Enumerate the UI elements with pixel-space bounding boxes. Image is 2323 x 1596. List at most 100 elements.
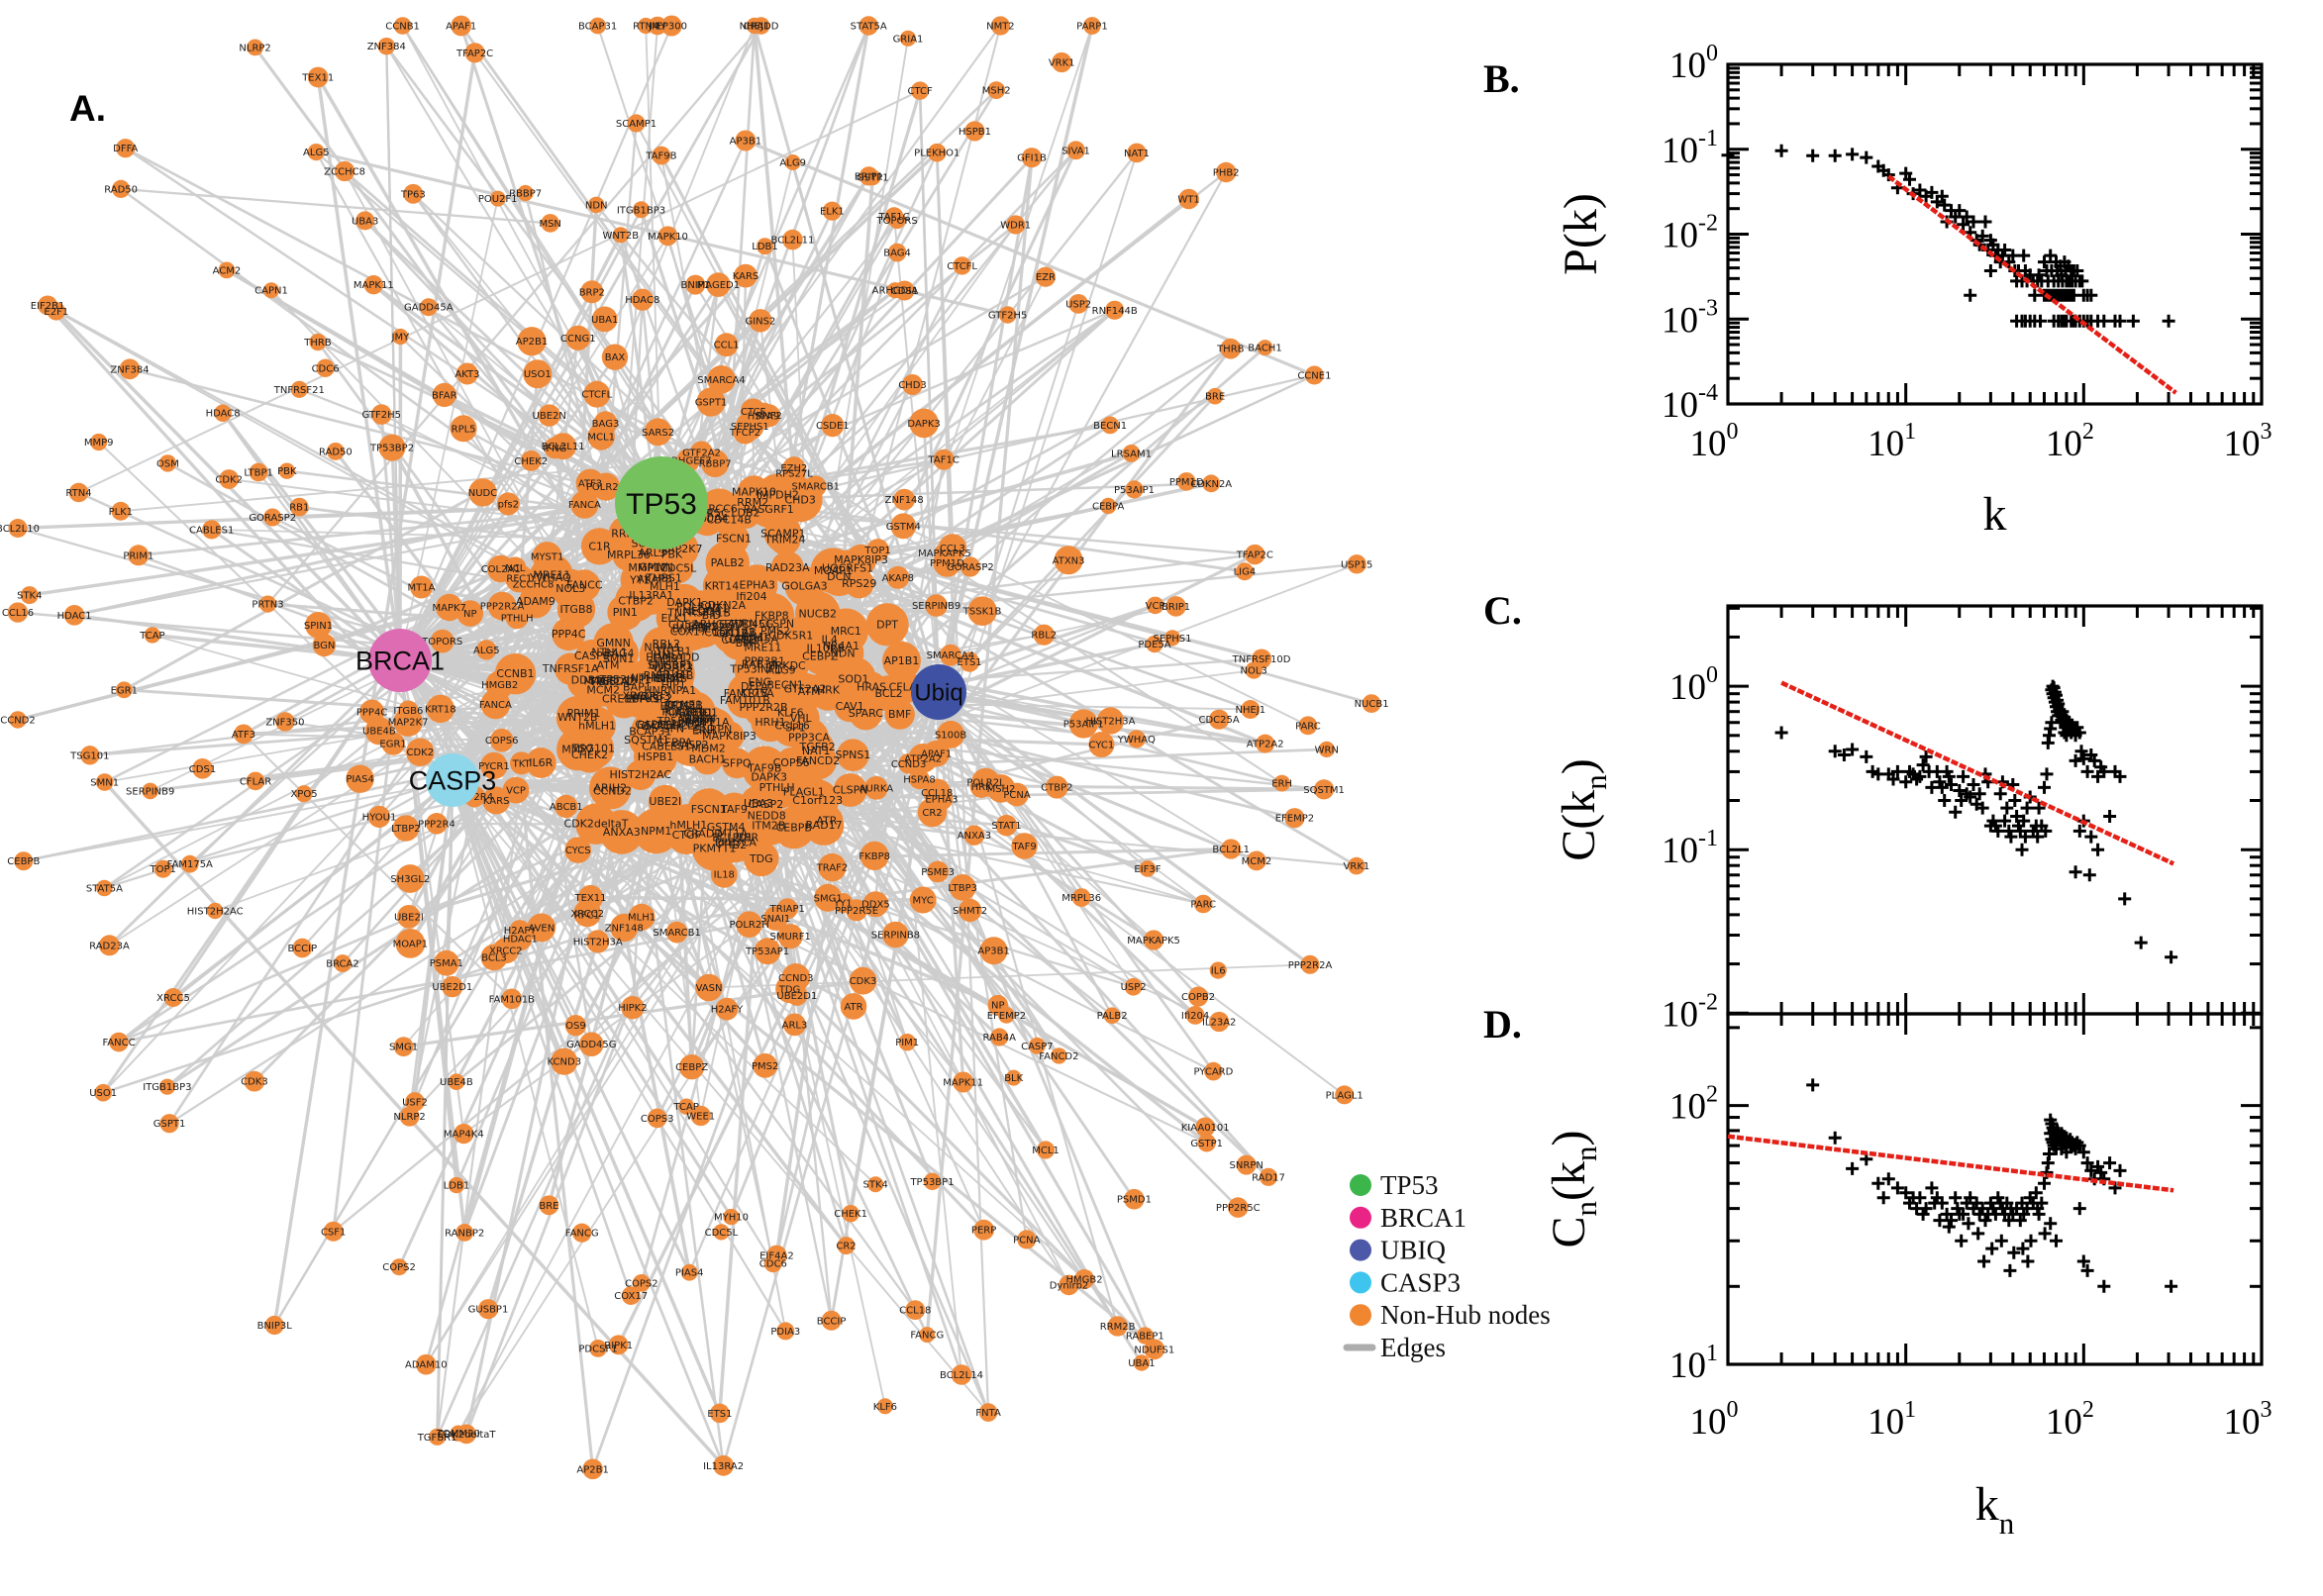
network-node[interactable] — [432, 382, 456, 407]
network-node[interactable] — [158, 1078, 175, 1095]
network-node[interactable] — [1347, 554, 1366, 574]
network-node[interactable] — [612, 227, 629, 244]
network-node[interactable] — [538, 404, 560, 427]
network-node[interactable] — [769, 524, 801, 555]
network-node[interactable] — [527, 913, 556, 943]
network-node[interactable] — [886, 565, 910, 589]
network-node[interactable] — [665, 921, 688, 944]
network-node[interactable] — [960, 556, 981, 577]
network-node[interactable] — [859, 841, 889, 871]
network-node[interactable] — [1036, 1141, 1056, 1159]
network-node[interactable] — [1017, 1230, 1037, 1249]
network-node[interactable] — [153, 859, 172, 878]
network-node[interactable] — [969, 775, 993, 798]
network-node[interactable] — [290, 380, 308, 398]
network-node[interactable] — [442, 975, 463, 998]
network-node[interactable] — [902, 374, 923, 395]
network-node[interactable] — [128, 545, 150, 566]
network-node[interactable] — [627, 114, 646, 133]
network-node[interactable] — [580, 280, 604, 304]
network-node[interactable] — [1165, 596, 1186, 617]
network-node[interactable] — [523, 359, 553, 389]
network-node[interactable] — [307, 144, 325, 161]
network-node[interactable] — [1209, 961, 1227, 979]
network-node[interactable] — [973, 1219, 994, 1241]
network-node[interactable] — [1273, 774, 1290, 792]
network-node[interactable] — [480, 751, 508, 780]
network-node[interactable] — [392, 815, 420, 842]
network-node[interactable] — [777, 924, 803, 949]
network-node[interactable] — [821, 414, 845, 438]
network-node[interactable] — [1197, 1134, 1216, 1152]
network-node[interactable] — [733, 420, 758, 445]
network-node[interactable] — [684, 814, 723, 852]
network-node[interactable] — [951, 1364, 972, 1385]
network-node[interactable] — [587, 196, 605, 214]
network-node[interactable] — [275, 712, 295, 732]
network-node[interactable] — [1083, 17, 1101, 35]
network-node[interactable] — [586, 930, 610, 953]
network-node[interactable] — [582, 1458, 603, 1480]
network-node[interactable] — [923, 1172, 942, 1191]
network-node[interactable] — [410, 575, 433, 599]
network-node[interactable] — [517, 184, 534, 202]
network-node[interactable] — [621, 996, 645, 1020]
hub-node-brca1[interactable]: BRCA1 — [355, 629, 445, 692]
network-node[interactable] — [706, 272, 731, 297]
network-node[interactable] — [1096, 707, 1125, 735]
network-node[interactable] — [742, 746, 787, 791]
network-node[interactable] — [960, 651, 980, 672]
network-node[interactable] — [419, 298, 438, 317]
network-node[interactable] — [601, 344, 629, 370]
network-node[interactable] — [784, 566, 825, 606]
network-node[interactable] — [7, 602, 29, 623]
network-node[interactable] — [865, 603, 909, 647]
network-node[interactable] — [1314, 779, 1335, 800]
network-node[interactable] — [898, 1034, 916, 1051]
network-node[interactable] — [763, 906, 788, 931]
network-node[interactable] — [1133, 1354, 1151, 1371]
network-node[interactable] — [448, 1176, 465, 1194]
network-node[interactable] — [489, 190, 506, 207]
network-node[interactable] — [933, 549, 961, 577]
network-node[interactable] — [723, 1208, 740, 1226]
network-node[interactable] — [1068, 294, 1088, 314]
network-node[interactable] — [754, 938, 781, 965]
network-node[interactable] — [1071, 888, 1091, 907]
network-node[interactable] — [142, 782, 158, 800]
network-node[interactable] — [489, 728, 514, 752]
network-node[interactable] — [109, 1032, 129, 1052]
network-node[interactable] — [1298, 716, 1318, 736]
network-node[interactable] — [631, 712, 670, 751]
network-node[interactable] — [718, 523, 750, 554]
hub-node-tp53[interactable]: TP53 — [615, 456, 708, 549]
network-node[interactable] — [1052, 51, 1072, 73]
network-node[interactable] — [565, 325, 591, 350]
network-node[interactable] — [1136, 1327, 1154, 1345]
network-node[interactable] — [1146, 635, 1163, 653]
network-node[interactable] — [909, 768, 930, 790]
network-node[interactable] — [583, 380, 611, 408]
network-node[interactable] — [468, 478, 497, 507]
network-node[interactable] — [448, 1073, 465, 1090]
network-node[interactable] — [678, 1098, 695, 1115]
network-node[interactable] — [750, 799, 783, 833]
network-node[interactable] — [1054, 546, 1083, 575]
network-node[interactable] — [710, 1403, 730, 1424]
network-node[interactable] — [763, 1253, 782, 1273]
network-node[interactable] — [882, 641, 921, 680]
network-node[interactable] — [1035, 266, 1056, 287]
network-node[interactable] — [263, 508, 282, 527]
network-node[interactable] — [1259, 1167, 1278, 1186]
network-node[interactable] — [842, 1205, 859, 1223]
network-node[interactable] — [263, 282, 279, 299]
network-node[interactable] — [864, 169, 881, 186]
network-node[interactable] — [450, 415, 477, 443]
network-node[interactable] — [551, 568, 591, 609]
network-node[interactable] — [1206, 387, 1224, 405]
network-node[interactable] — [678, 697, 709, 729]
network-node[interactable] — [207, 902, 224, 920]
network-node[interactable] — [888, 211, 906, 230]
network-node[interactable] — [234, 724, 253, 745]
network-node[interactable] — [727, 682, 763, 719]
